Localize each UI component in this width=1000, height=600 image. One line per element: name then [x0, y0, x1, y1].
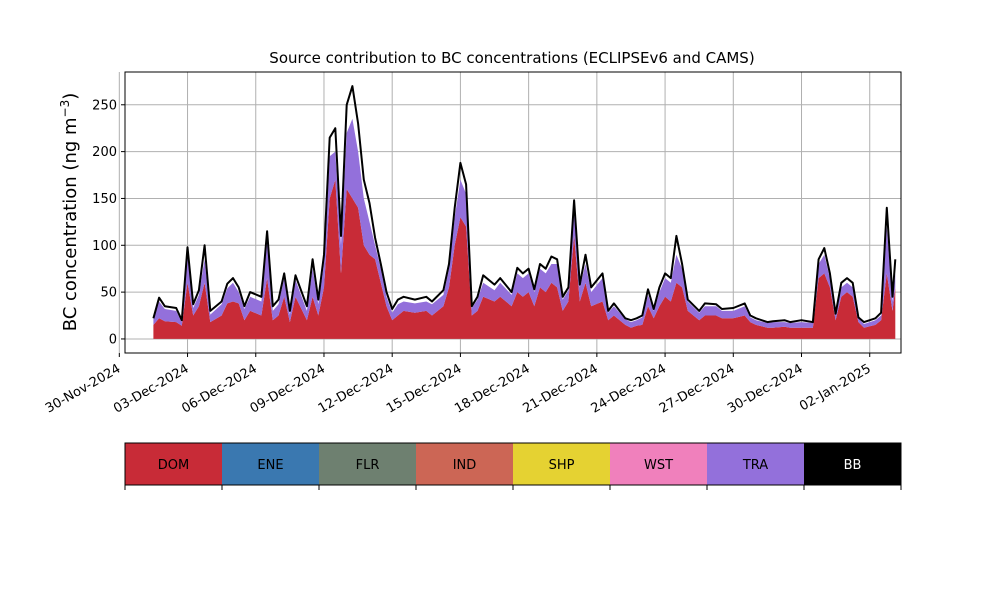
y-tick-label: 200: [92, 145, 117, 160]
legend-label: BB: [844, 458, 862, 473]
x-tick-label: 24-Dec-2024: [589, 361, 669, 416]
y-axis: 0 50 100 150 200 250: [92, 98, 125, 347]
x-tick-label: 27-Dec-2024: [657, 361, 737, 416]
y-tick-label: 150: [92, 192, 117, 207]
legend-label: TRA: [742, 458, 768, 473]
legend-item-flr: FLR: [319, 443, 416, 485]
x-tick-label: 15-Dec-2024: [384, 361, 464, 416]
x-tick-label: 30-Dec-2024: [725, 361, 805, 416]
legend-label: ENE: [257, 458, 283, 473]
x-tick-label: 12-Dec-2024: [316, 361, 396, 416]
legend-label: IND: [453, 458, 477, 473]
x-tick-label: 03-Dec-2024: [111, 361, 191, 416]
x-axis: 30-Nov-202403-Dec-202406-Dec-202409-Dec-…: [43, 353, 874, 417]
legend-item-shp: SHP: [513, 443, 610, 485]
y-axis-label: BC concentration (ng m−3): [58, 93, 81, 332]
chart-title: Source contribution to BC concentrations…: [269, 49, 754, 67]
x-tick-label: 02-Jan-2025: [797, 361, 874, 414]
legend-label: WST: [644, 458, 673, 473]
area-dom: [153, 179, 896, 339]
legend-item-ind: IND: [416, 443, 513, 485]
legend-swatch: [222, 443, 319, 485]
x-tick-label: 30-Nov-2024: [43, 361, 123, 416]
legend-swatch: [416, 443, 513, 485]
legend-item-bb: BB: [804, 443, 901, 485]
legend-label: DOM: [158, 458, 189, 473]
legend-item-tra: TRA: [707, 443, 804, 485]
legend-label: FLR: [356, 458, 380, 473]
stacked-areas: [153, 118, 896, 339]
legend-swatch: [804, 443, 901, 485]
x-tick-label: 06-Dec-2024: [179, 361, 259, 416]
y-axis-label-main: BC concentration (ng m: [60, 117, 81, 331]
legend-swatch: [513, 443, 610, 485]
y-axis-label-close: ): [60, 93, 81, 100]
total-bc-line: [152, 85, 897, 324]
y-tick-label: 250: [92, 98, 117, 113]
legend-item-wst: WST: [610, 443, 707, 485]
x-tick-label: 21-Dec-2024: [520, 361, 600, 416]
legend-swatch: [610, 443, 707, 485]
legend-swatch: [319, 443, 416, 485]
y-tick-label: 0: [109, 332, 117, 347]
legend-swatch: [125, 443, 222, 485]
y-tick-label: 50: [100, 286, 117, 301]
total-line: [152, 85, 897, 324]
x-tick-label: 18-Dec-2024: [452, 361, 532, 416]
legend-colorbar: DOM ENE FLR IND SHP WST TRA BB: [124, 442, 902, 490]
legend-item-ene: ENE: [222, 443, 319, 485]
area-tra: [153, 118, 896, 328]
legend-label: SHP: [549, 458, 575, 473]
y-axis-label-exponent: −3: [58, 100, 72, 118]
legend-item-dom: DOM: [125, 443, 222, 485]
legend-swatch: [707, 443, 804, 485]
x-tick-label: 09-Dec-2024: [248, 361, 328, 416]
y-tick-label: 100: [92, 239, 117, 254]
plot-frame: [124, 71, 902, 354]
